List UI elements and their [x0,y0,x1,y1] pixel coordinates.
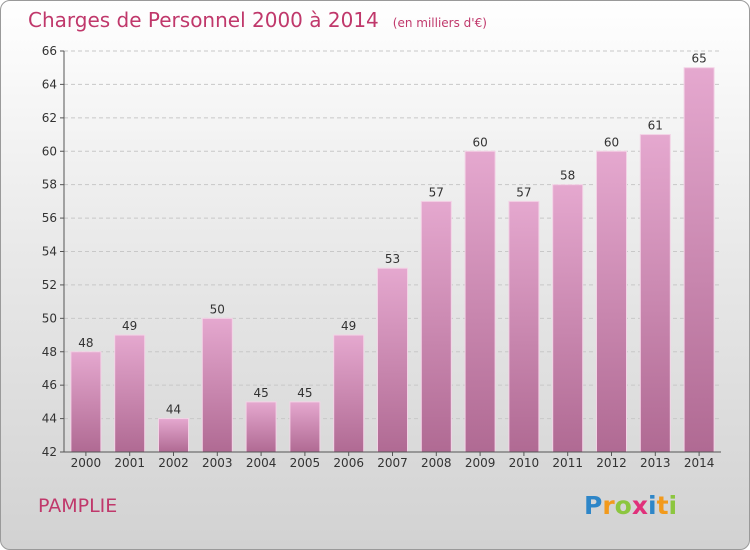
y-tick-label: 46 [42,378,57,392]
bar-value-label: 65 [691,52,706,66]
x-tick-label: 2014 [684,456,715,470]
y-tick-label: 48 [42,345,57,359]
y-tick-label: 52 [42,278,57,292]
x-tick-label: 2001 [114,456,145,470]
bar [158,418,189,453]
bar [683,67,715,453]
bar [420,200,452,453]
logo-letter: i [668,491,678,520]
x-tick-label: 2007 [377,456,408,470]
y-tick-label: 62 [42,111,57,125]
bar [289,401,321,453]
bar [201,317,233,453]
x-tick-label: 2011 [552,456,583,470]
bar [333,334,365,453]
y-tick-label: 64 [42,77,57,91]
bar-value-label: 60 [604,135,619,149]
chart-title: Charges de Personnel 2000 à 2014 (en mill… [28,8,487,32]
y-tick-label: 58 [42,178,57,192]
logo-letter: r [602,491,615,520]
bar [114,334,146,453]
x-tick-label: 2013 [640,456,671,470]
bar-value-label: 48 [78,336,93,350]
bar-value-label: 49 [341,319,356,333]
bar [552,184,584,453]
logo-letter: P [584,491,603,520]
bar-value-label: 44 [166,403,181,417]
bar [639,134,671,453]
x-tick-label: 2003 [202,456,233,470]
x-tick-label: 2000 [71,456,102,470]
y-tick-label: 42 [42,445,57,459]
bar-value-label: 53 [385,252,400,266]
x-tick-label: 2002 [158,456,189,470]
y-tick-label: 56 [42,211,57,225]
x-tick-label: 2010 [509,456,540,470]
bar [245,401,277,453]
chart-unit: (en milliers d'€) [392,16,487,30]
y-tick-label: 50 [42,311,57,325]
bar-value-label: 61 [648,119,663,133]
x-tick-label: 2004 [246,456,277,470]
bar-value-label: 49 [122,319,137,333]
logo-letter: x [631,491,648,520]
logo-letter: t [656,491,669,520]
y-tick-label: 44 [42,412,57,426]
proxiti-logo: Proxiti [584,491,677,520]
place-name: PAMPLIE [38,495,118,517]
y-tick-label: 60 [42,144,57,158]
bars: 48 49 44 50 45 45 49 53 57 60 57 58 60 61 65 [70,52,715,453]
bar-value-label: 57 [429,185,444,199]
bar-value-label: 45 [253,386,268,400]
bar-value-label: 58 [560,169,575,183]
bar-value-label: 50 [210,302,225,316]
logo-letter: i [648,491,657,520]
x-tick-label: 2005 [290,456,321,470]
x-tick-label: 2008 [421,456,452,470]
bar-value-label: 60 [472,135,487,149]
bar [508,200,540,453]
y-tick-label: 66 [42,44,57,58]
x-tick-label: 2012 [596,456,627,470]
axes: 42 44 46 48 50 52 54 56 58 60 62 64 66 2000 2001 2002 20… [42,44,721,470]
bar-value-label: 57 [516,185,531,199]
chart-title-text: Charges de Personnel 2000 à 2014 [28,8,379,32]
bar [596,150,627,453]
x-tick-label: 2006 [333,456,364,470]
bar [464,150,496,453]
logo-letter: o [614,491,632,520]
bar [70,351,102,453]
x-tick-label: 2009 [465,456,496,470]
bar [377,267,408,453]
bar-value-label: 45 [297,386,312,400]
y-tick-label: 54 [42,245,57,259]
